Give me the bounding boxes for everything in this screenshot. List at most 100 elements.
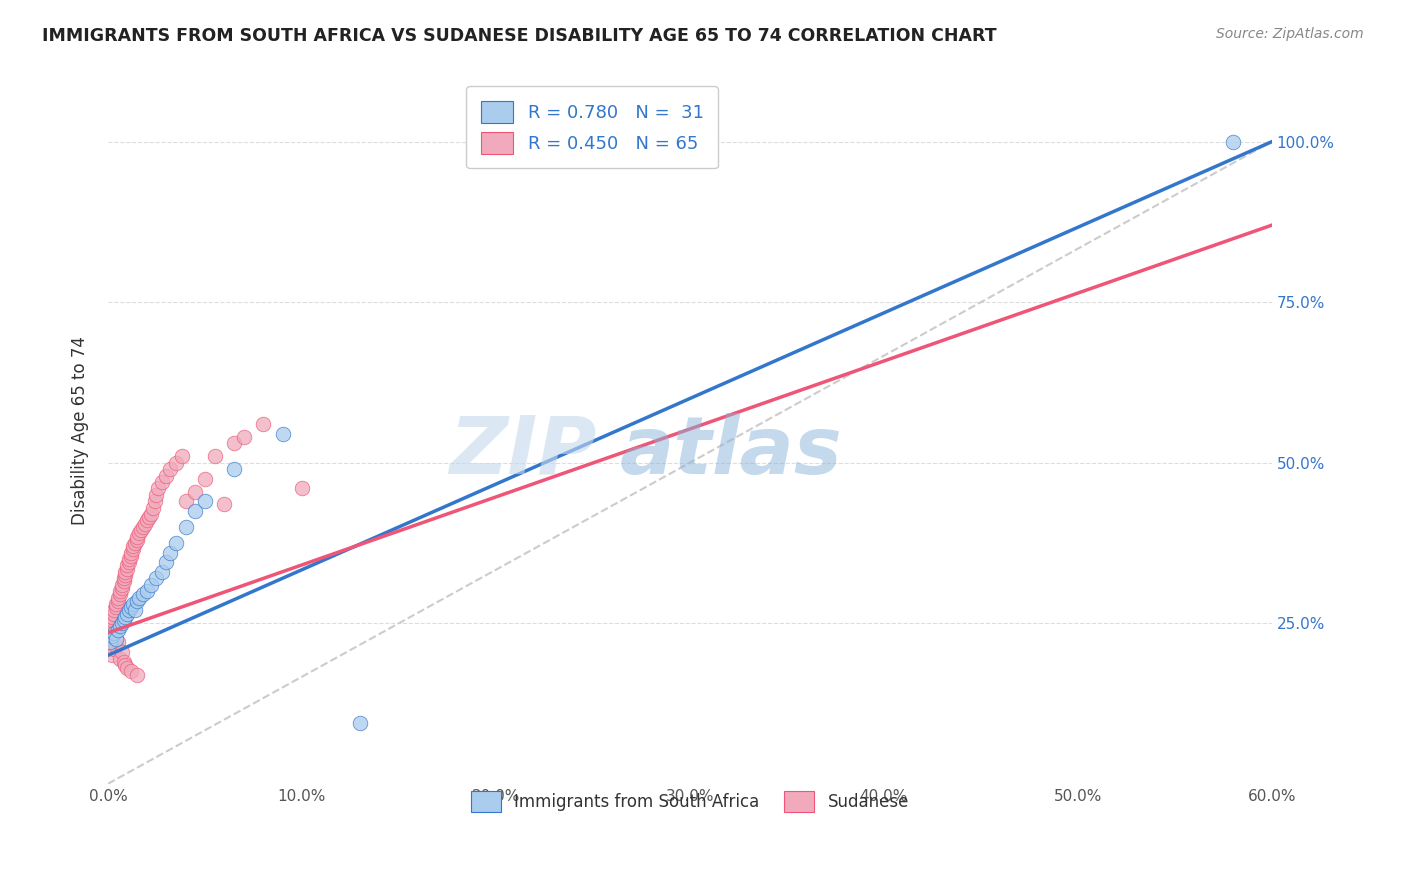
Point: [142, 500, 165, 515]
Point: [124, 536, 146, 550]
Point: [98, 635, 121, 649]
Point: [170, 450, 193, 464]
Point: [112, 613, 135, 627]
Point: [107, 623, 129, 637]
Point: [127, 667, 149, 681]
Point: [128, 591, 150, 605]
Point: [232, 430, 254, 444]
Point: [114, 609, 136, 624]
Point: [118, 552, 141, 566]
Point: [110, 616, 132, 631]
Point: [135, 513, 157, 527]
Text: atlas: atlas: [620, 413, 842, 491]
Point: [104, 632, 127, 647]
Point: [104, 600, 127, 615]
Point: [108, 619, 131, 633]
Point: [127, 533, 149, 547]
Point: [98, 623, 121, 637]
Point: [110, 581, 132, 595]
Point: [127, 593, 149, 607]
Point: [222, 436, 245, 450]
Point: [291, 482, 314, 496]
Point: [117, 558, 139, 573]
Point: [252, 417, 274, 432]
Point: [145, 571, 167, 585]
Point: [127, 529, 149, 543]
Point: [214, 498, 236, 512]
Point: [174, 520, 197, 534]
Point: [114, 657, 136, 672]
Point: [120, 600, 142, 615]
Point: [122, 597, 145, 611]
Point: [135, 584, 157, 599]
Point: [120, 549, 142, 563]
Text: Source: ZipAtlas.com: Source: ZipAtlas.com: [1216, 27, 1364, 41]
Point: [107, 593, 129, 607]
Point: [155, 468, 177, 483]
Point: [101, 648, 124, 663]
Point: [103, 607, 125, 621]
Point: [112, 655, 135, 669]
Point: [101, 629, 124, 643]
Y-axis label: Disability Age 65 to 74: Disability Age 65 to 74: [72, 336, 89, 525]
Point: [174, 494, 197, 508]
Point: [150, 475, 173, 489]
Point: [138, 510, 160, 524]
Point: [107, 591, 129, 605]
Point: [139, 577, 162, 591]
Point: [101, 613, 124, 627]
Point: [134, 516, 156, 531]
Point: [112, 574, 135, 589]
Point: [145, 488, 167, 502]
Point: [117, 607, 139, 621]
Point: [159, 462, 181, 476]
Point: [194, 472, 217, 486]
Point: [271, 426, 294, 441]
Point: [112, 571, 135, 585]
Point: [143, 494, 166, 508]
Point: [108, 587, 131, 601]
Point: [110, 577, 132, 591]
Point: [101, 609, 124, 624]
Point: [108, 584, 131, 599]
Point: [184, 484, 207, 499]
Point: [124, 603, 146, 617]
Point: [155, 555, 177, 569]
Point: [165, 536, 187, 550]
Point: [129, 523, 152, 537]
Point: [120, 665, 142, 679]
Point: [114, 568, 136, 582]
Point: [117, 661, 139, 675]
Point: [139, 507, 162, 521]
Point: [222, 462, 245, 476]
Point: [114, 565, 136, 579]
Point: [120, 545, 142, 559]
Point: [103, 603, 125, 617]
Point: [194, 494, 217, 508]
Text: ZIP: ZIP: [450, 413, 596, 491]
Point: [118, 603, 141, 617]
Point: [122, 542, 145, 557]
Point: [204, 450, 226, 464]
Point: [104, 597, 127, 611]
Point: [98, 616, 121, 631]
Point: [159, 545, 181, 559]
Point: [128, 526, 150, 541]
Point: [103, 641, 125, 656]
Point: [132, 587, 155, 601]
Point: [184, 504, 207, 518]
Text: IMMIGRANTS FROM SOUTH AFRICA VS SUDANESE DISABILITY AGE 65 TO 74 CORRELATION CHA: IMMIGRANTS FROM SOUTH AFRICA VS SUDANESE…: [42, 27, 997, 45]
Point: [108, 651, 131, 665]
Point: [150, 565, 173, 579]
Point: [107, 635, 129, 649]
Point: [104, 639, 127, 653]
Point: [1222, 135, 1244, 149]
Point: [103, 625, 125, 640]
Point: [148, 482, 170, 496]
Point: [122, 539, 145, 553]
Point: [117, 561, 139, 575]
Point: [349, 715, 371, 730]
Legend: Immigrants from South Africa, Sudanese: Immigrants from South Africa, Sudanese: [457, 778, 922, 825]
Point: [110, 645, 132, 659]
Point: [132, 520, 155, 534]
